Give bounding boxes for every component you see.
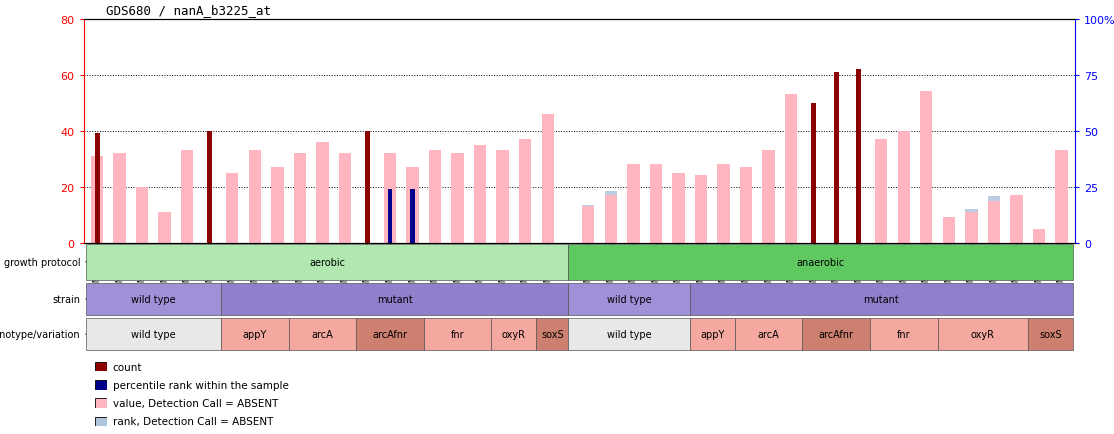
Text: soxS: soxS (1039, 329, 1062, 339)
Bar (920, 92, 932, 243)
Bar (717, 165, 730, 243)
Text: wild type: wild type (131, 329, 176, 339)
Bar (365, 132, 370, 243)
Bar (833, 72, 839, 243)
Bar (451, 154, 463, 243)
Bar (857, 158, 861, 243)
Bar (410, 189, 416, 243)
Text: percentile rank within the sample: percentile rank within the sample (113, 380, 289, 390)
Text: arcAfnr: arcAfnr (372, 329, 408, 339)
Bar (294, 154, 306, 243)
Bar (95, 178, 99, 243)
Bar (158, 212, 170, 243)
Bar (339, 187, 351, 243)
Bar (762, 151, 774, 243)
Bar (898, 178, 910, 243)
Text: appY: appY (243, 329, 267, 339)
Bar (473, 145, 487, 243)
Text: growth protocol: growth protocol (3, 257, 80, 267)
Bar (339, 154, 351, 243)
Bar (180, 151, 194, 243)
Bar (384, 154, 397, 243)
Bar (207, 183, 212, 243)
Text: anaerobic: anaerobic (797, 257, 844, 267)
Bar (583, 205, 595, 243)
Bar (1010, 196, 1023, 243)
Bar (226, 173, 238, 243)
Text: wild type: wild type (131, 294, 176, 304)
Text: mutant: mutant (863, 294, 899, 304)
Bar (1055, 187, 1067, 243)
Text: soxS: soxS (541, 329, 564, 339)
Bar (1055, 151, 1067, 243)
Bar (114, 154, 126, 243)
Text: fnr: fnr (897, 329, 910, 339)
Bar (365, 178, 370, 243)
Bar (407, 168, 419, 243)
Bar (672, 176, 685, 243)
Bar (942, 218, 955, 243)
Bar (649, 176, 662, 243)
Bar (519, 140, 531, 243)
Text: arcA: arcA (312, 329, 333, 339)
Text: GDS680 / nanA_b3225_at: GDS680 / nanA_b3225_at (106, 4, 271, 17)
Bar (541, 115, 554, 243)
Bar (811, 103, 817, 243)
Text: mutant: mutant (377, 294, 412, 304)
Bar (857, 70, 861, 243)
Bar (717, 176, 730, 243)
Text: value, Detection Call = ABSENT: value, Detection Call = ABSENT (113, 398, 277, 408)
Bar (649, 165, 662, 243)
Bar (248, 151, 261, 243)
Bar (965, 210, 978, 243)
Bar (898, 132, 910, 243)
Text: wild type: wild type (606, 329, 652, 339)
Bar (248, 187, 261, 243)
Bar (207, 132, 212, 243)
Bar (91, 156, 104, 243)
Text: aerobic: aerobic (309, 257, 345, 267)
Bar (740, 168, 752, 243)
Bar (583, 207, 595, 243)
Bar (965, 212, 978, 243)
Bar (605, 192, 617, 243)
Bar (833, 158, 839, 243)
Text: genotype/variation: genotype/variation (0, 329, 80, 339)
Bar (672, 173, 685, 243)
Text: oxyR: oxyR (502, 329, 526, 339)
Text: fnr: fnr (451, 329, 465, 339)
Text: arcA: arcA (758, 329, 780, 339)
Bar (271, 168, 284, 243)
Bar (605, 196, 617, 243)
Bar (988, 196, 1000, 243)
Bar (388, 189, 392, 243)
Text: oxyR: oxyR (970, 329, 995, 339)
Text: strain: strain (52, 294, 80, 304)
Bar (316, 142, 329, 243)
Bar (1033, 229, 1045, 243)
Bar (785, 95, 798, 243)
Bar (136, 187, 148, 243)
Text: arcAfnr: arcAfnr (819, 329, 853, 339)
Bar (988, 201, 1000, 243)
Bar (695, 176, 707, 243)
Bar (811, 160, 817, 243)
Bar (95, 134, 99, 243)
Text: rank, Detection Call = ABSENT: rank, Detection Call = ABSENT (113, 417, 273, 426)
Bar (627, 165, 639, 243)
Text: appY: appY (700, 329, 724, 339)
Text: count: count (113, 362, 141, 372)
Bar (497, 151, 509, 243)
Bar (429, 151, 441, 243)
Bar (874, 140, 888, 243)
Text: wild type: wild type (606, 294, 652, 304)
